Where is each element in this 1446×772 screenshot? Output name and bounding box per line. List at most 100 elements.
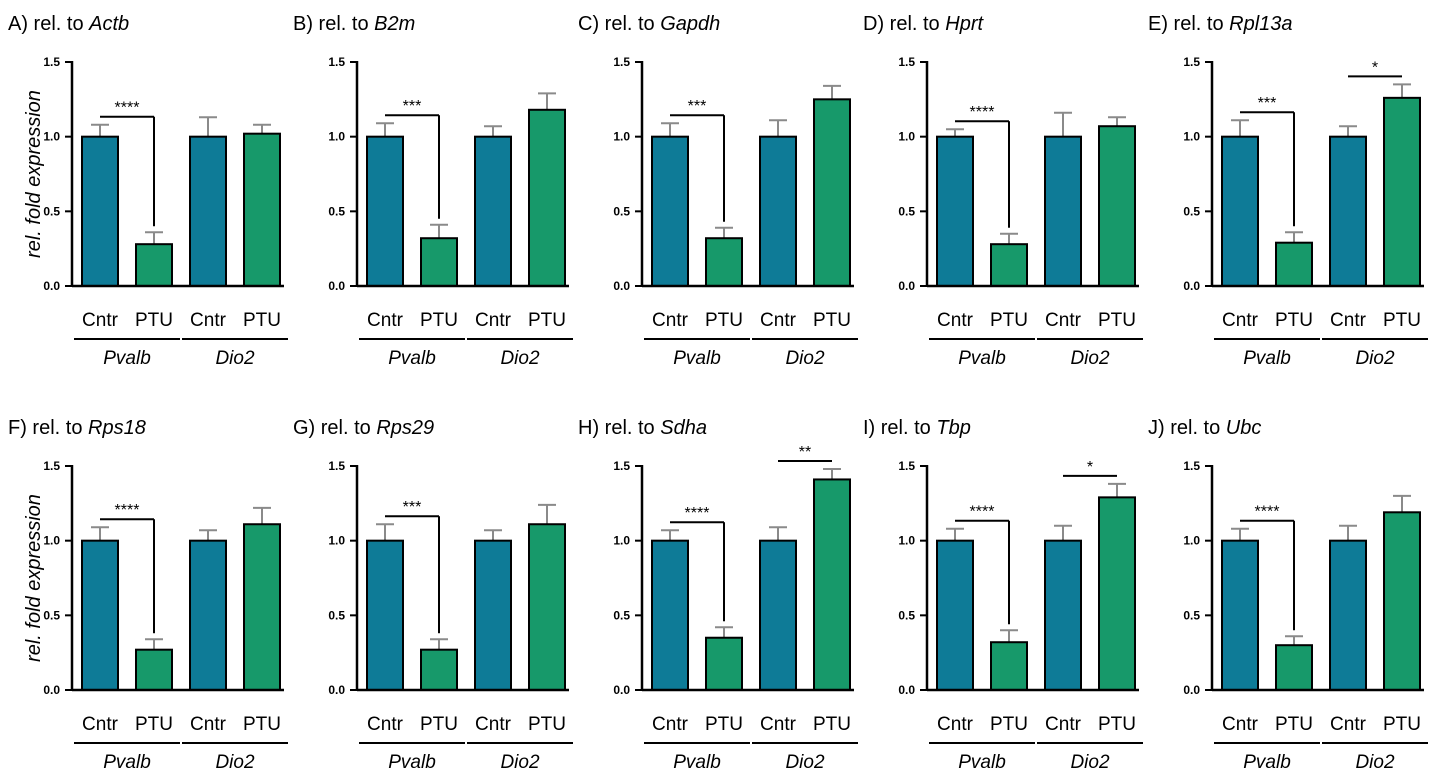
- bar-ptu: [1383, 96, 1421, 287]
- chart-panel-rps29: G) rel. to Rps29 0.0 0.5 1.0 1.5 Cntr PTU Cntr P…: [293, 417, 573, 772]
- category-label: Cntr: [1045, 310, 1082, 331]
- category-label: PTU: [705, 714, 743, 735]
- chart-panel-gapdh: C) rel. to Gapdh 0.0 0.5 1.0 1.5 Cntr PTU Cntr P…: [578, 13, 858, 369]
- category-label: PTU: [1275, 310, 1313, 331]
- y-tick-label: 1.0: [1183, 130, 1200, 144]
- category-label: PTU: [990, 714, 1028, 735]
- category-label: PTU: [528, 310, 566, 331]
- panel-title: E) rel. to Rpl13a: [1148, 13, 1293, 35]
- category-label: Cntr: [475, 310, 512, 331]
- bar-ptu: [243, 523, 281, 691]
- panel-title-prefix: J) rel. to: [1148, 417, 1226, 439]
- chart-panel-sdha: H) rel. to Sdha 0.0 0.5 1.0 1.5 Cntr PTU Cntr PT…: [578, 417, 858, 772]
- group-label: Dio2: [500, 348, 540, 369]
- significance-label: ****: [115, 100, 140, 117]
- group-label: Pvalb: [1243, 348, 1291, 369]
- significance-label: ***: [403, 499, 422, 516]
- bar-ptu: [813, 98, 851, 288]
- y-tick-label: 1.0: [898, 130, 915, 144]
- y-tick-label: 0.5: [43, 204, 60, 218]
- panel-title: B) rel. to B2m: [293, 13, 415, 35]
- category-label: Cntr: [1222, 310, 1259, 331]
- category-label: Cntr: [652, 714, 689, 735]
- bar-ptu: [813, 478, 851, 691]
- category-label: Cntr: [82, 714, 119, 735]
- y-tick-label: 1.5: [898, 55, 915, 69]
- bar-cntr: [366, 135, 404, 287]
- category-label: Cntr: [1222, 714, 1259, 735]
- category-label: Cntr: [1330, 310, 1367, 331]
- category-label: PTU: [135, 310, 173, 331]
- bar-ptu: [990, 243, 1028, 287]
- group-label: Dio2: [500, 752, 540, 772]
- y-tick-label: 0.5: [328, 608, 345, 622]
- panel-title-prefix: G) rel. to: [293, 417, 376, 439]
- y-tick-label: 1.0: [1183, 534, 1200, 548]
- bar-cntr: [1329, 135, 1367, 287]
- bar-ptu: [420, 648, 458, 691]
- category-label: Cntr: [937, 714, 974, 735]
- category-label: PTU: [243, 310, 281, 331]
- y-tick-label: 1.5: [1183, 459, 1200, 473]
- panel-title: I) rel. to Tbp: [863, 417, 971, 439]
- y-tick-label: 0.5: [613, 608, 630, 622]
- panel-title-prefix: F) rel. to: [8, 417, 88, 439]
- y-tick-label: 0.5: [328, 204, 345, 218]
- group-label: Dio2: [1070, 348, 1110, 369]
- panel-title: J) rel. to Ubc: [1148, 417, 1261, 439]
- category-label: PTU: [1383, 714, 1421, 735]
- bar-cntr: [189, 135, 227, 287]
- category-label: PTU: [1383, 310, 1421, 331]
- category-label: Cntr: [652, 310, 689, 331]
- category-label: PTU: [420, 310, 458, 331]
- bar-ptu: [135, 648, 173, 691]
- y-tick-label: 0.5: [898, 608, 915, 622]
- group-label: Dio2: [785, 752, 825, 772]
- bar-cntr: [474, 539, 512, 691]
- chart-panel-hprt: D) rel. to Hprt 0.0 0.5 1.0 1.5 Cntr PTU Cntr PT…: [863, 13, 1143, 369]
- panel-title-reference: Tbp: [936, 417, 970, 439]
- y-axis-label: rel. fold expression: [23, 90, 45, 258]
- bar-cntr: [651, 135, 689, 287]
- significance-label: ***: [1258, 95, 1277, 112]
- group-label: Pvalb: [1243, 752, 1291, 772]
- chart-panel-ubc: J) rel. to Ubc 0.0 0.5 1.0 1.5 Cntr PTU Cntr PTU…: [1148, 417, 1428, 772]
- category-label: PTU: [1098, 310, 1136, 331]
- y-tick-label: 0.0: [613, 279, 630, 293]
- category-label: Cntr: [760, 714, 797, 735]
- y-tick-label: 0.0: [43, 683, 60, 697]
- y-tick-label: 0.5: [613, 204, 630, 218]
- category-label: Cntr: [367, 714, 404, 735]
- bar-ptu: [990, 641, 1028, 691]
- group-label: Pvalb: [958, 752, 1006, 772]
- category-label: PTU: [813, 310, 851, 331]
- panel-title: G) rel. to Rps29: [293, 417, 434, 439]
- y-tick-label: 0.0: [1183, 279, 1200, 293]
- panel-title-prefix: D) rel. to: [863, 13, 945, 35]
- panel-title-reference: Actb: [88, 13, 129, 35]
- category-label: Cntr: [190, 310, 227, 331]
- group-label: Pvalb: [673, 752, 721, 772]
- y-tick-label: 0.5: [898, 204, 915, 218]
- y-tick-label: 1.5: [613, 459, 630, 473]
- y-tick-label: 1.5: [43, 55, 60, 69]
- y-tick-label: 1.5: [1183, 55, 1200, 69]
- y-tick-label: 0.0: [613, 683, 630, 697]
- panel-title-prefix: E) rel. to: [1148, 13, 1229, 35]
- group-label: Pvalb: [388, 752, 436, 772]
- bar-ptu: [135, 243, 173, 287]
- panel-title-prefix: A) rel. to: [8, 13, 89, 35]
- chart-panel-actb: A) rel. to Actb 0.0 0.5 1.0 1.5 Cntr PTU Cntr PT…: [8, 13, 288, 369]
- bar-cntr: [474, 135, 512, 287]
- panel-title: A) rel. to Actb: [8, 13, 129, 35]
- y-tick-label: 1.0: [328, 534, 345, 548]
- category-label: PTU: [135, 714, 173, 735]
- category-label: PTU: [813, 714, 851, 735]
- panel-title: C) rel. to Gapdh: [578, 13, 720, 35]
- bar-ptu: [528, 523, 566, 691]
- panel-title-reference: Gapdh: [660, 13, 720, 35]
- chart-panel-b2m: B) rel. to B2m 0.0 0.5 1.0 1.5 Cntr PTU Cntr PTU…: [293, 13, 573, 369]
- bar-cntr: [81, 135, 119, 287]
- bar-ptu: [705, 636, 743, 692]
